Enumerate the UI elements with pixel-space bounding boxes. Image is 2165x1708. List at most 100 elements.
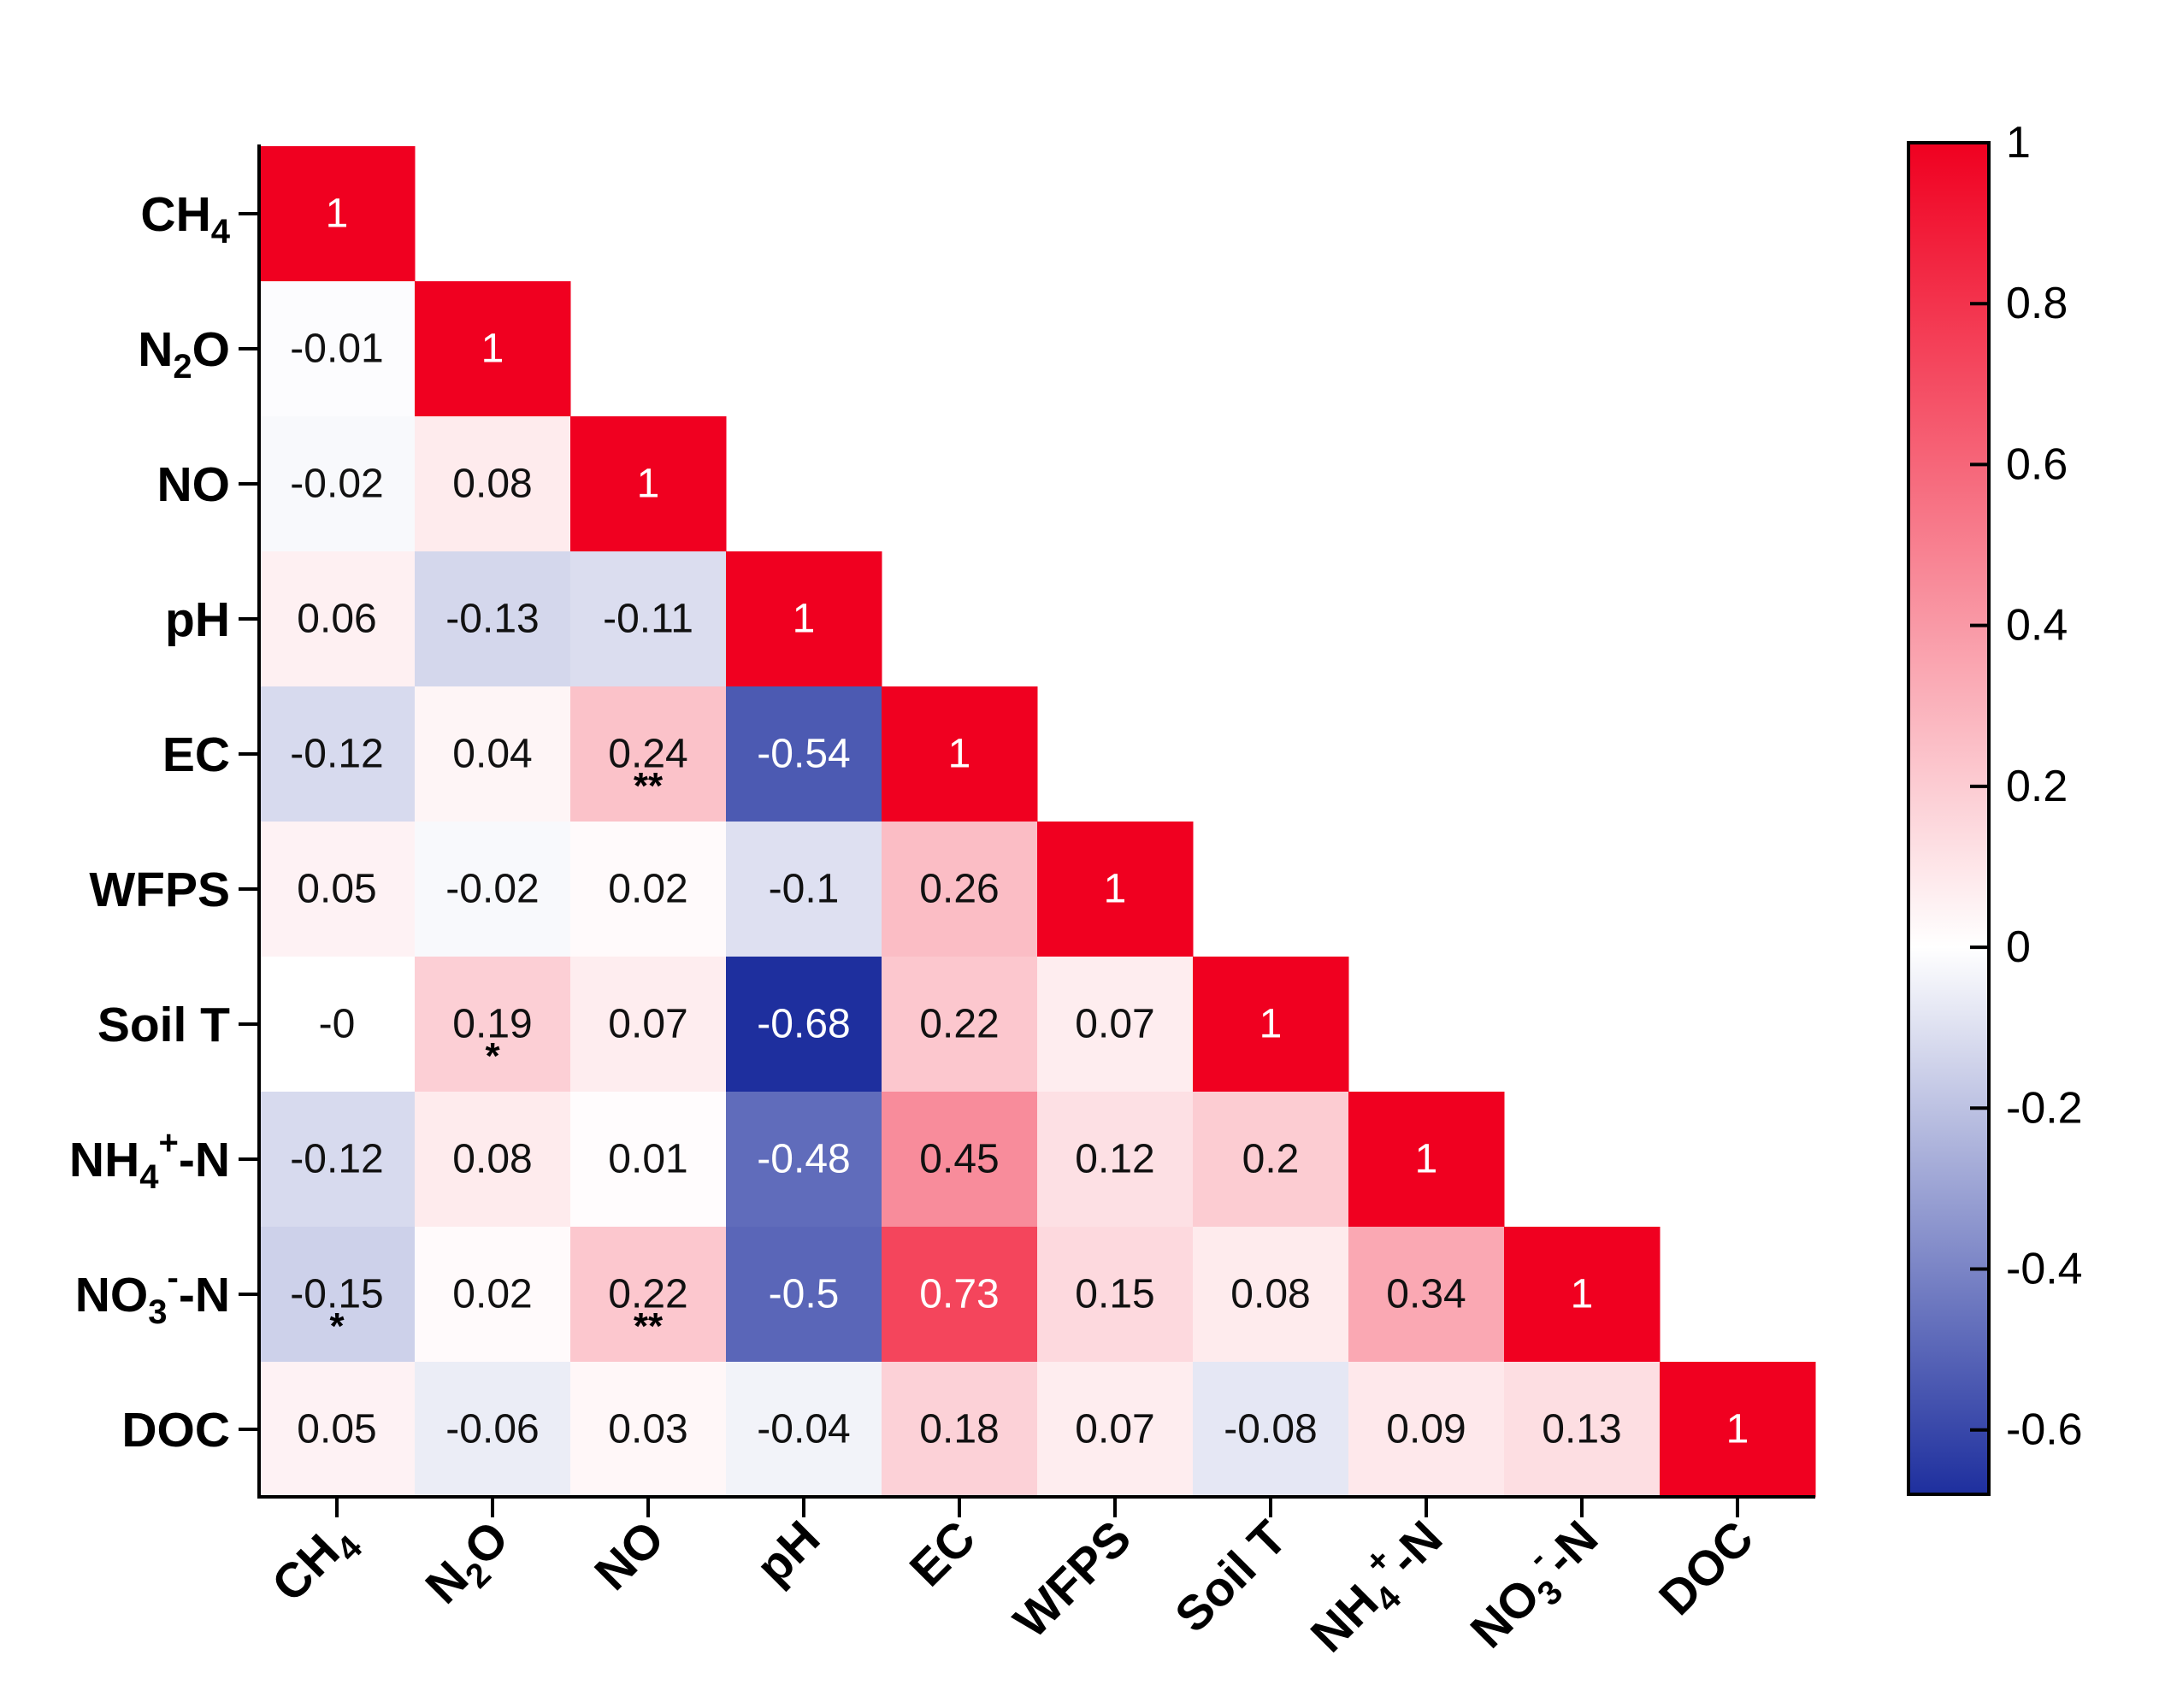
x-tick-label: WFPS — [1004, 1511, 1142, 1649]
heatmap-cell — [1504, 1227, 1661, 1363]
cell-value-label: -0.02 — [290, 462, 383, 507]
heatmap-cell — [570, 1362, 727, 1498]
cell-value-label: 0.09 — [1386, 1407, 1466, 1452]
heatmap-cell — [1193, 957, 1349, 1093]
heatmap-cell — [415, 281, 571, 417]
heatmap-cell — [259, 416, 416, 552]
significance-marks: **** ** — [329, 765, 664, 1347]
heatmap-cell — [259, 551, 416, 687]
heatmap-cell — [259, 1362, 416, 1498]
colorbar-gradient — [1907, 141, 1991, 1496]
cell-value-label: 1 — [637, 462, 660, 507]
cell-value-label: 1 — [948, 732, 971, 777]
heatmap-cell — [259, 1092, 416, 1228]
cell-value-label: -0.13 — [445, 597, 539, 642]
cell-value-label: 0.12 — [1075, 1137, 1154, 1182]
y-tick-labels: CH4 N2O NO pH EC WFPS Soil T NH4+-N NO3--N DOC — [69, 187, 231, 1458]
cell-value-label: -0.02 — [445, 867, 539, 912]
heatmap-cell — [882, 1227, 1038, 1363]
x-tick-label: NO3--N — [1454, 1505, 1615, 1665]
cell-value-label: -0.1 — [769, 867, 840, 912]
colorbar-tick-label: 0.8 — [2006, 279, 2068, 328]
heatmap-cell — [726, 822, 882, 957]
colorbar-tick-label: -0.6 — [2006, 1405, 2083, 1455]
heatmap-cell — [570, 416, 727, 552]
x-tick-label: CH4 — [262, 1510, 370, 1618]
heatmap-cell — [1037, 957, 1194, 1093]
heatmap-cell — [570, 957, 727, 1093]
y-tick-label: DOC — [121, 1403, 230, 1458]
y-tick-label: NO3--N — [75, 1259, 230, 1331]
heatmap-cell — [415, 1362, 571, 1498]
heatmap-cell — [1504, 1362, 1661, 1498]
cell-value-label: 0.24 — [608, 732, 687, 777]
cell-value-label: 0.01 — [608, 1137, 687, 1182]
heatmap-cell — [570, 1227, 727, 1363]
heatmap-cell — [415, 686, 571, 822]
cell-value-label: 1 — [1104, 867, 1127, 912]
heatmap-cell — [570, 1092, 727, 1228]
heatmap-cell — [1193, 1227, 1349, 1363]
heatmap-cell — [882, 957, 1038, 1093]
significance-mark: * — [485, 1035, 500, 1077]
heatmap-cell — [259, 146, 416, 282]
cell-value-label: 0.04 — [452, 732, 532, 777]
cell-value-label: 0.2 — [1242, 1137, 1300, 1182]
cell-value-label: 0.08 — [452, 1137, 532, 1182]
heatmap-cell — [259, 957, 416, 1093]
colorbar-tick-label: -0.4 — [2006, 1245, 2083, 1294]
cell-value-label: 0.45 — [919, 1137, 999, 1182]
colorbar-tick-label: 0.2 — [2006, 762, 2068, 811]
heatmap-cell — [726, 1227, 882, 1363]
colorbar: 1 0.8 0.6 0.4 0.2 0 -0.2 -0.4 -0.6 — [1907, 118, 2083, 1496]
x-tick-label: NH4+-N — [1295, 1505, 1459, 1669]
colorbar-tick-label: 0.6 — [2006, 439, 2068, 489]
x-tick-label: DOC — [1649, 1511, 1764, 1626]
y-tick-label: EC — [162, 727, 230, 782]
cell-value-label: 0.08 — [1230, 1272, 1310, 1317]
heatmap-cell — [415, 1227, 571, 1363]
significance-mark: ** — [634, 1305, 664, 1347]
cell-value-label: 0.03 — [608, 1407, 687, 1452]
x-tick-label: pH — [746, 1511, 830, 1595]
cell-value-label: 0.19 — [452, 1002, 532, 1047]
colorbar-tick-label: 1 — [2006, 118, 2031, 168]
cell-value-label: -0.08 — [1224, 1407, 1317, 1452]
heatmap-cell — [259, 281, 416, 417]
cell-value-label: 0.34 — [1386, 1272, 1466, 1317]
cell-value-label: 1 — [1571, 1272, 1594, 1317]
x-tick-label: EC — [900, 1511, 986, 1597]
cell-value-label: 0.22 — [608, 1272, 687, 1317]
cell-value-label: 0.08 — [452, 462, 532, 507]
x-tick-label: N2O — [416, 1511, 526, 1621]
heatmap-cell — [1348, 1362, 1505, 1498]
colorbar-tick-label: 0.4 — [2006, 601, 2068, 651]
heatmap-cell — [259, 822, 416, 957]
x-tick-label: NO — [584, 1511, 675, 1601]
cell-value-label: -0.06 — [445, 1407, 539, 1452]
heatmap-cell — [882, 1092, 1038, 1228]
heatmap-cell — [1037, 822, 1194, 957]
cell-value-label: 1 — [326, 191, 349, 237]
cell-value-label: 1 — [1415, 1137, 1438, 1182]
cell-value-label: 0.18 — [919, 1407, 999, 1452]
y-tick-label: NO — [157, 457, 231, 512]
cell-value-label: 1 — [793, 597, 816, 642]
cell-value-label: -0.15 — [290, 1272, 383, 1317]
heatmap-cell — [415, 957, 571, 1093]
heatmap-cell — [1193, 1362, 1349, 1498]
cell-value-label: 0.15 — [1075, 1272, 1154, 1317]
cell-value-label: -0 — [319, 1002, 356, 1047]
cell-value-label: -0.68 — [757, 1002, 850, 1047]
heatmap-cell — [1037, 1362, 1194, 1498]
cell-value-label: 0.02 — [452, 1272, 532, 1317]
heatmap-cell — [882, 822, 1038, 957]
cell-value-label: 1 — [1259, 1002, 1283, 1047]
heatmap-cell — [415, 551, 571, 687]
heatmap-cell — [1348, 1092, 1505, 1228]
significance-mark: * — [329, 1305, 345, 1347]
cell-value-label: 1 — [1726, 1407, 1749, 1452]
significance-mark: ** — [634, 765, 664, 807]
y-tick-label: NH4+-N — [69, 1124, 230, 1196]
